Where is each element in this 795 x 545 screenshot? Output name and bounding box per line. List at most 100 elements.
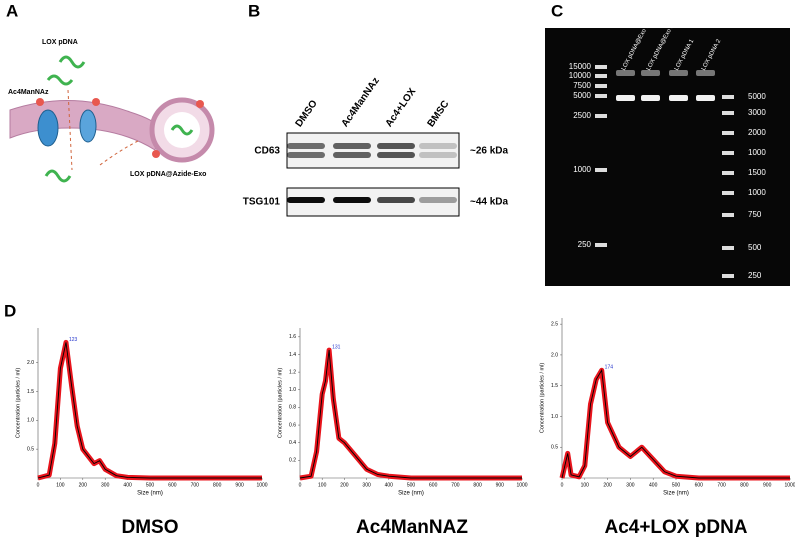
x-axis-label: Size (nm) xyxy=(137,491,163,497)
caption: Ac4ManNAZ xyxy=(356,517,468,538)
ladder-band xyxy=(722,171,734,175)
blot-band xyxy=(419,143,457,149)
mean-line xyxy=(299,350,522,479)
y-tick-label: 1.5 xyxy=(27,389,34,395)
lane-label: DMSO xyxy=(294,98,320,129)
blot-band xyxy=(333,152,371,158)
x-axis-label: Size (nm) xyxy=(398,491,424,497)
x-tick-label: 300 xyxy=(362,482,371,488)
blot-band xyxy=(377,143,415,149)
ladder-band xyxy=(595,168,607,172)
ladder-label: 1000 xyxy=(748,188,766,197)
row-label: TSG101 xyxy=(243,197,281,208)
x-tick-label: 900 xyxy=(235,482,244,488)
gel-band xyxy=(616,95,635,101)
x-tick-label: 0 xyxy=(37,482,40,488)
ladder-label: 1000 xyxy=(573,165,591,174)
y-tick-label: 0.8 xyxy=(289,405,296,411)
product-label: LOX pDNA@Azide-Exo xyxy=(130,171,206,178)
ladder-label: 500 xyxy=(748,243,762,252)
mean-line xyxy=(37,342,262,479)
lane-label: Ac4+LOX xyxy=(384,86,419,129)
x-tick-label: 500 xyxy=(146,482,155,488)
gel-band xyxy=(696,70,715,76)
x-tick-label: 200 xyxy=(340,482,349,488)
y-tick-label: 1.5 xyxy=(551,383,558,389)
error-band xyxy=(299,347,522,481)
x-tick-label: 700 xyxy=(717,482,726,488)
panel-label: B xyxy=(248,1,260,20)
blot-band xyxy=(333,197,371,203)
gel xyxy=(545,28,790,286)
y-tick-label: 0.6 xyxy=(289,422,296,428)
gel-band xyxy=(616,70,635,76)
blot-band xyxy=(377,197,415,203)
membrane xyxy=(9,55,215,183)
x-tick-label: 1000 xyxy=(256,482,267,488)
y-tick-label: 0.2 xyxy=(289,458,296,464)
x-tick-label: 500 xyxy=(672,482,681,488)
x-tick-label: 800 xyxy=(740,482,749,488)
y-tick-label: 0.5 xyxy=(27,446,34,452)
x-tick-label: 100 xyxy=(581,482,590,488)
y-tick-label: 2.0 xyxy=(27,360,34,366)
error-band xyxy=(37,339,262,481)
ladder-label: 250 xyxy=(748,271,762,280)
peak-label: 131 xyxy=(332,344,341,350)
x-tick-label: 300 xyxy=(101,482,110,488)
x-tick-label: 600 xyxy=(429,482,438,488)
row-label: CD63 xyxy=(254,146,280,157)
ladder-label: 250 xyxy=(578,240,592,249)
blot-band xyxy=(333,143,371,149)
y-tick-label: 1.0 xyxy=(551,414,558,420)
ladder-band xyxy=(722,131,734,135)
y-tick-label: 1.6 xyxy=(289,334,296,340)
ladder-band xyxy=(595,65,607,69)
x-tick-label: 1000 xyxy=(784,482,795,488)
ladder-label: 1500 xyxy=(748,168,766,177)
x-tick-label: 800 xyxy=(473,482,482,488)
gel-band xyxy=(669,95,688,101)
x-tick-label: 500 xyxy=(407,482,416,488)
blot-band xyxy=(419,197,457,203)
blot-band xyxy=(377,152,415,158)
ladder-label: 15000 xyxy=(569,62,592,71)
ladder-band xyxy=(595,84,607,88)
mean-line xyxy=(561,368,790,479)
y-axis-label: Concentration (particles / ml) xyxy=(15,368,21,438)
reagent-label: Ac4ManNAz xyxy=(8,89,49,96)
x-tick-label: 400 xyxy=(123,482,132,488)
y-tick-label: 1.2 xyxy=(289,369,296,375)
ladder-band xyxy=(722,111,734,115)
x-tick-label: 0 xyxy=(299,482,302,488)
panel-label: A xyxy=(6,1,18,20)
ladder-label: 2500 xyxy=(573,111,591,120)
ladder-band xyxy=(595,94,607,98)
gel-band xyxy=(641,95,660,101)
y-axis-label: Concentration (particles / ml) xyxy=(539,363,545,433)
x-tick-label: 100 xyxy=(318,482,327,488)
cargo-label: LOX pDNA xyxy=(42,39,78,46)
x-tick-label: 0 xyxy=(561,482,564,488)
ladder-label: 5000 xyxy=(748,92,766,101)
ladder-label: 3000 xyxy=(748,108,766,117)
x-tick-label: 200 xyxy=(603,482,612,488)
gel-band xyxy=(669,70,688,76)
y-tick-label: 1.0 xyxy=(27,418,34,424)
y-tick-label: 1.0 xyxy=(289,387,296,393)
gel-band xyxy=(641,70,660,76)
size-label: ~44 kDa xyxy=(470,197,509,208)
x-tick-label: 1000 xyxy=(516,482,527,488)
ladder-band xyxy=(722,191,734,195)
y-tick-label: 0.5 xyxy=(551,445,558,451)
x-tick-label: 600 xyxy=(695,482,704,488)
x-tick-label: 700 xyxy=(191,482,200,488)
y-tick-label: 2.5 xyxy=(551,321,558,327)
x-tick-label: 300 xyxy=(626,482,635,488)
ladder-band xyxy=(595,74,607,78)
western-blot xyxy=(286,132,460,217)
ladder-band xyxy=(722,95,734,99)
size-label: ~26 kDa xyxy=(470,146,509,157)
